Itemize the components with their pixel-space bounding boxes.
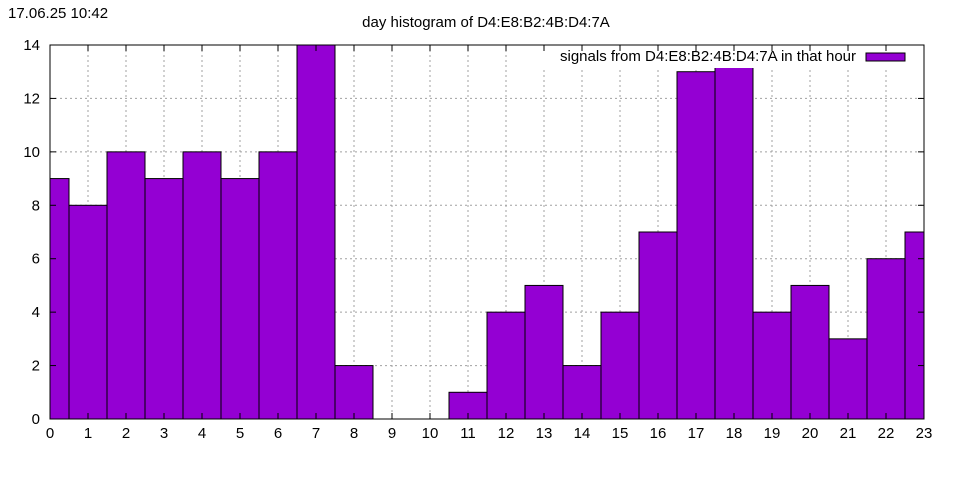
- y-tick-label: 12: [23, 90, 40, 107]
- bar-hour-12: [486, 311, 526, 420]
- x-tick-label: 18: [726, 425, 743, 442]
- bar-hour-4: [182, 151, 222, 420]
- x-tick-label: 5: [236, 425, 244, 442]
- x-tick-label: 7: [312, 425, 320, 442]
- bar-hour-21: [828, 338, 868, 420]
- x-tick-label: 10: [422, 425, 439, 442]
- bar-hour-14: [562, 365, 602, 420]
- y-tick-label: 6: [32, 251, 40, 268]
- x-tick-label: 16: [650, 425, 667, 442]
- x-tick-label: 6: [274, 425, 282, 442]
- bar-hour-3: [144, 178, 184, 420]
- x-tick-label: 13: [536, 425, 553, 442]
- x-tick-label: 12: [498, 425, 515, 442]
- y-tick-label: 8: [32, 197, 40, 214]
- legend-label: signals from D4:E8:B2:4B:D4:7A in that h…: [560, 48, 856, 65]
- timestamp: 17.06.25 10:42: [8, 5, 108, 22]
- x-tick-label: 17: [688, 425, 705, 442]
- x-tick-label: 15: [612, 425, 629, 442]
- legend-swatch: [865, 52, 906, 62]
- x-tick-label: 14: [574, 425, 591, 442]
- x-tick-label: 9: [388, 425, 396, 442]
- chart-title: day histogram of D4:E8:B2:4B:D4:7A: [362, 14, 610, 31]
- x-tick-label: 8: [350, 425, 358, 442]
- x-tick-label: 4: [198, 425, 206, 442]
- bar-hour-8: [334, 365, 374, 420]
- bar-hour-20: [790, 284, 830, 420]
- x-tick-label: 3: [160, 425, 168, 442]
- y-tick-label: 10: [23, 144, 40, 161]
- y-tick-label: 14: [23, 37, 40, 54]
- x-tick-label: 23: [916, 425, 933, 442]
- plot-frame: [49, 44, 925, 420]
- bar-hour-13: [524, 284, 564, 420]
- x-tick-label: 2: [122, 425, 130, 442]
- y-tick-label: 4: [32, 304, 40, 321]
- bar-hour-23: [904, 231, 925, 420]
- y-tick-label: 2: [32, 358, 40, 375]
- x-tick-label: 21: [840, 425, 857, 442]
- x-tick-label: 1: [84, 425, 92, 442]
- bar-hour-7: [296, 44, 336, 420]
- bar-hour-16: [638, 231, 678, 420]
- bar-hour-1: [68, 204, 108, 420]
- bar-hour-15: [600, 311, 640, 420]
- bar-hour-5: [220, 178, 260, 420]
- bar-hour-18: [714, 44, 754, 420]
- bar-hour-17: [676, 71, 716, 420]
- bar-hour-6: [258, 151, 298, 420]
- x-tick-label: 11: [460, 425, 476, 442]
- bar-hour-0: [49, 178, 70, 420]
- bar-hour-2: [106, 151, 146, 420]
- bars: [49, 44, 925, 420]
- x-tick-label: 0: [46, 425, 54, 442]
- x-tick-label: 19: [764, 425, 781, 442]
- legend-background: [533, 44, 913, 68]
- bar-hour-19: [752, 311, 792, 420]
- x-tick-label: 22: [878, 425, 895, 442]
- bar-hour-22: [866, 258, 906, 420]
- y-tick-label: 0: [32, 411, 40, 428]
- x-tick-label: 20: [802, 425, 819, 442]
- legend: signals from D4:E8:B2:4B:D4:7A in that h…: [533, 44, 913, 68]
